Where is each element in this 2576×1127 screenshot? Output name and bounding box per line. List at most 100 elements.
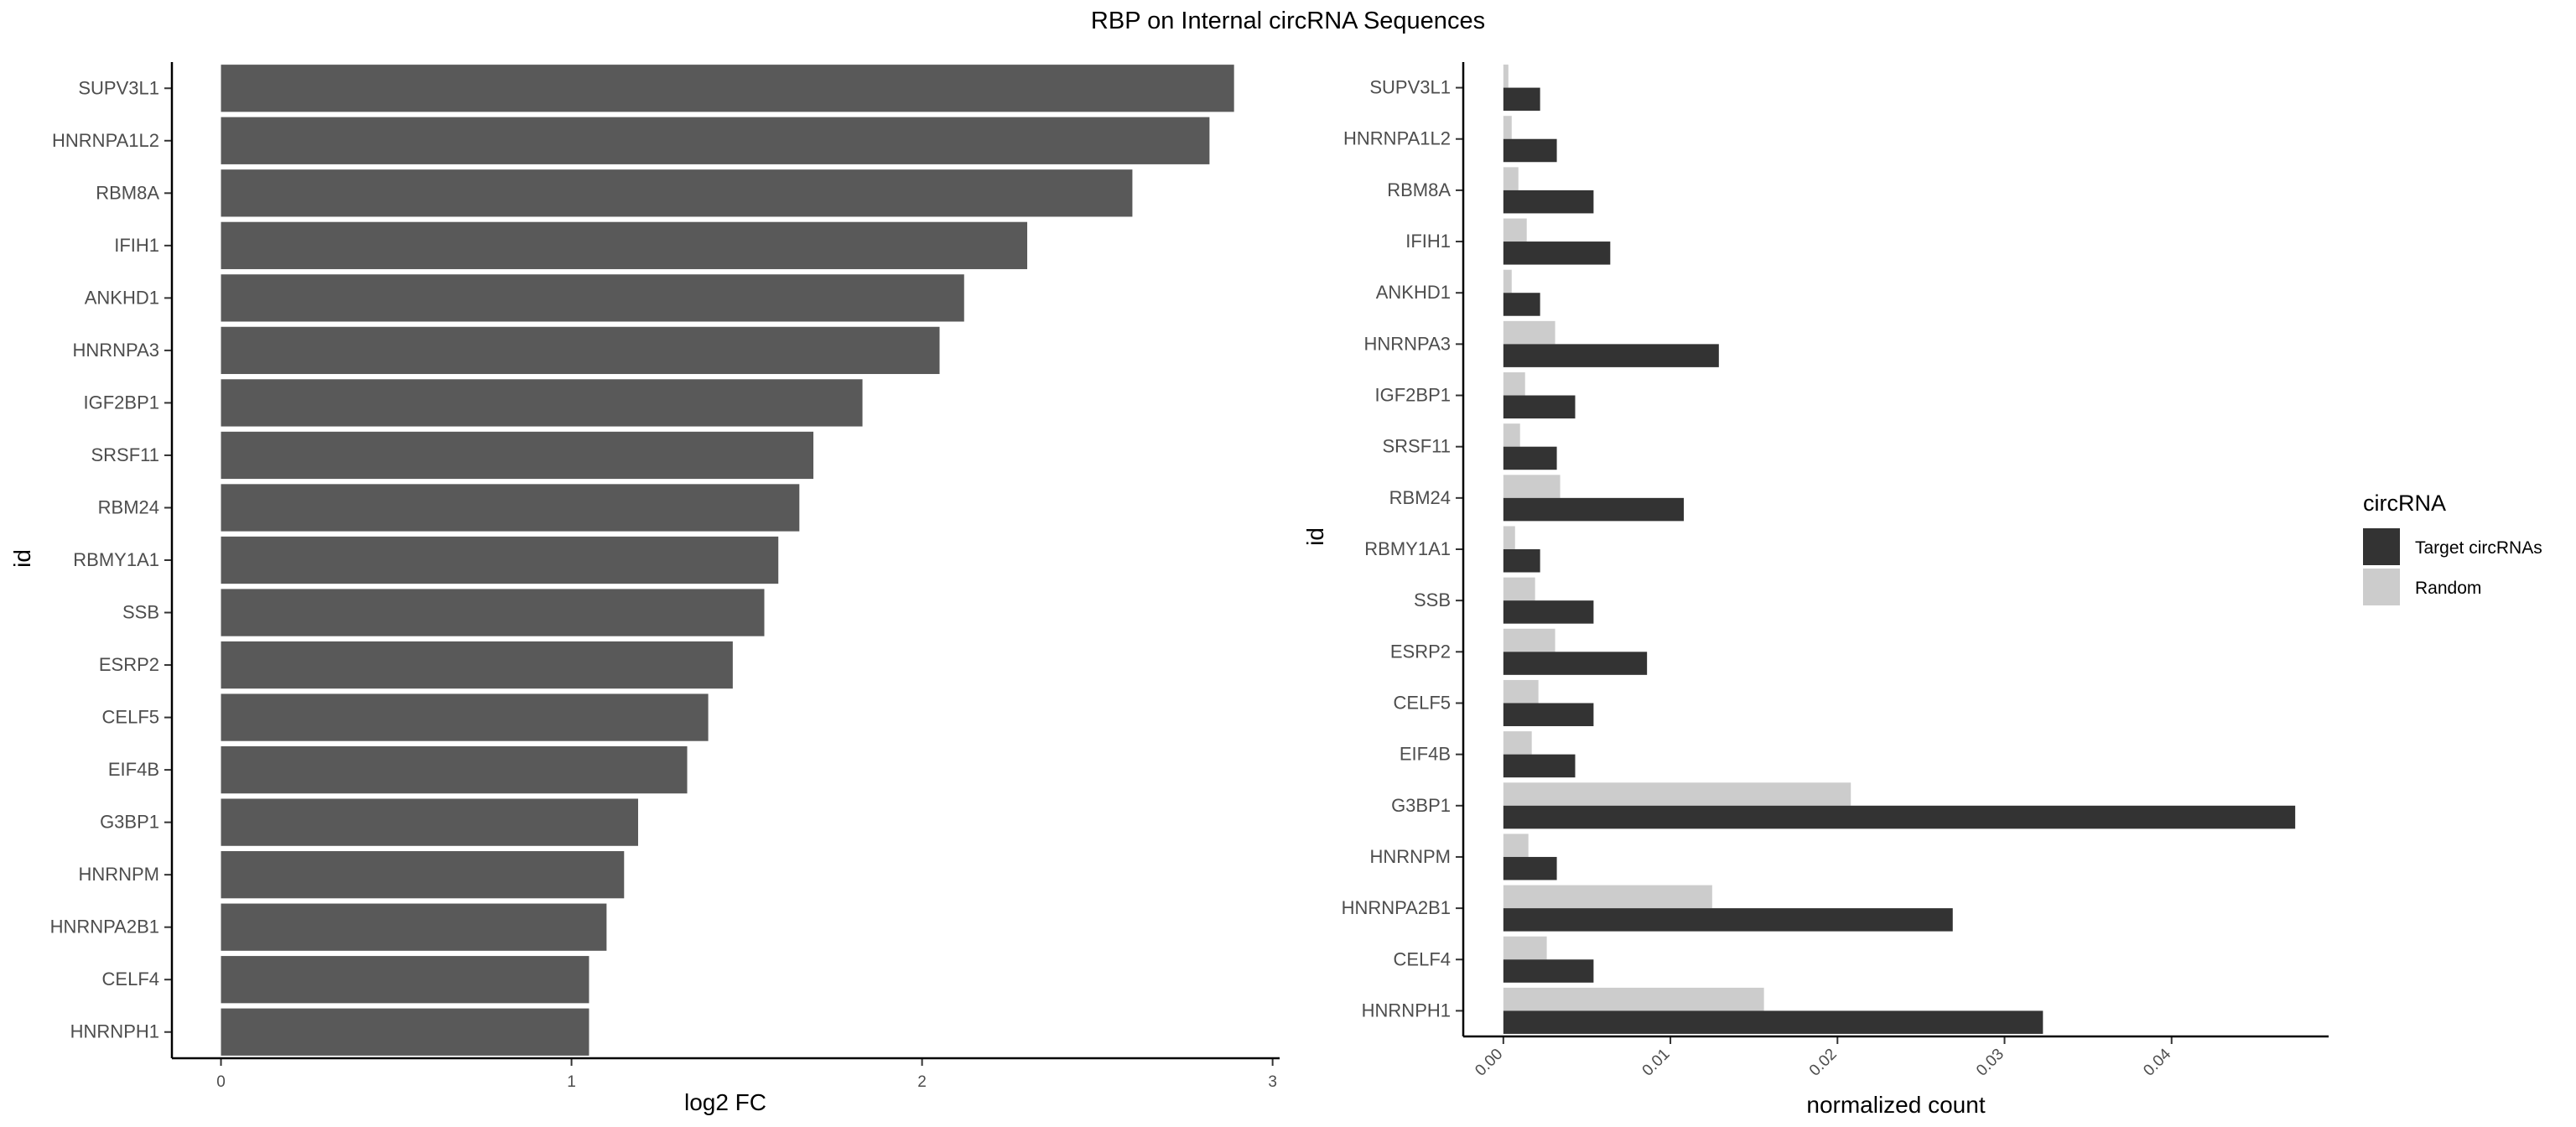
- y-tick-label-rbmy1a1: RBMY1A1: [1364, 538, 1451, 559]
- y-tick-label-hnrnpa1l2: HNRNPA1L2: [1343, 128, 1451, 149]
- bar-random-eif4b: [1503, 731, 1532, 755]
- bar-target-igf2bp1: [1503, 395, 1576, 419]
- y-tick-label-ankhd1: ANKHD1: [85, 287, 159, 308]
- bar-random-hnrnpa2b1: [1503, 885, 1712, 909]
- right-x-tick-labels: 0.00 0.01 0.02 0.03 0.04: [1472, 1036, 2175, 1080]
- bar-target-supv3l1: [1503, 87, 1540, 112]
- bar-random-igf2bp1: [1503, 372, 1525, 396]
- x-tick-label-0-00: 0.00: [1472, 1046, 1506, 1080]
- bar-random-g3bp1: [1503, 782, 1852, 806]
- bar-log2fc-hnrnpa2b1: [221, 903, 607, 951]
- y-tick-label-g3bp1: G3BP1: [1391, 795, 1451, 816]
- y-tick-label-srsf11: SRSF11: [1382, 436, 1451, 457]
- y-tick-label-eif4b: EIF4B: [1400, 744, 1451, 765]
- y-tick-label-ifih1: IFIH1: [114, 235, 159, 256]
- y-tick-label-ssb: SSB: [1414, 589, 1451, 610]
- bar-target-g3bp1: [1503, 805, 2296, 829]
- bar-target-hnrnpa1l2: [1503, 138, 1557, 163]
- legend-swatch-random: [2363, 569, 2400, 605]
- bar-log2fc-ankhd1: [221, 274, 964, 322]
- bar-log2fc-rbm24: [221, 484, 800, 532]
- bar-log2fc-hnrnph1: [221, 1008, 589, 1056]
- bar-random-ifih1: [1503, 218, 1527, 242]
- x-tick-label-1: 1: [567, 1073, 576, 1091]
- bar-log2fc-hnrnpa3: [221, 326, 940, 375]
- y-tick-label-igf2bp1: IGF2BP1: [84, 392, 159, 413]
- right-panel-normalized-count: SUPV3L1 HNRNPA1L2 RBM8A IFIH1 ANKHD1 HNRNPA3 I…: [1302, 62, 2329, 1118]
- bar-log2fc-esrp2: [221, 641, 733, 689]
- bar-log2fc-hnrnpa1l2: [221, 117, 1210, 164]
- bar-log2fc-eif4b: [221, 745, 688, 794]
- bar-target-hnrnpa3: [1503, 344, 1719, 367]
- bar-log2fc-igf2bp1: [221, 379, 863, 427]
- y-tick-label-supv3l1: SUPV3L1: [1369, 77, 1451, 98]
- bar-target-rbm24: [1503, 497, 1684, 522]
- bar-target-ankhd1: [1503, 293, 1540, 316]
- y-tick-label-esrp2: ESRP2: [1390, 641, 1451, 662]
- y-tick-label-hnrnph1: HNRNPH1: [70, 1021, 159, 1042]
- legend-label-random: Random: [2415, 579, 2481, 598]
- bar-log2fc-hnrnpm: [221, 851, 625, 899]
- right-y-axis-label: id: [1302, 527, 1328, 546]
- legend: circRNA Target circRNAs Random: [2363, 491, 2542, 605]
- x-tick-label-0-03: 0.03: [1973, 1046, 2007, 1080]
- x-tick-label-3: 3: [1268, 1073, 1277, 1091]
- left-y-axis-label: id: [9, 549, 35, 568]
- x-tick-label-0-04: 0.04: [2140, 1045, 2174, 1079]
- y-tick-label-g3bp1: G3BP1: [100, 812, 159, 833]
- y-tick-label-ifih1: IFIH1: [1405, 231, 1451, 252]
- bar-random-rbm24: [1503, 475, 1561, 498]
- bar-target-celf4: [1503, 959, 1594, 983]
- bar-random-rbm8a: [1503, 167, 1519, 190]
- y-tick-label-celf5: CELF5: [1394, 692, 1451, 713]
- bar-log2fc-g3bp1: [221, 798, 638, 846]
- y-tick-label-hnrnpm: HNRNPM: [1369, 846, 1451, 867]
- y-tick-label-hnrnph1: HNRNPH1: [1362, 1000, 1451, 1021]
- y-tick-label-igf2bp1: IGF2BP1: [1375, 385, 1451, 406]
- bar-random-srsf11: [1503, 423, 1520, 447]
- bar-log2fc-supv3l1: [221, 65, 1234, 112]
- bar-random-celf5: [1503, 679, 1539, 704]
- y-tick-label-hnrnpa3: HNRNPA3: [1363, 333, 1451, 354]
- bar-random-supv3l1: [1503, 65, 1509, 88]
- legend-title: circRNA: [2363, 491, 2446, 516]
- bar-random-hnrnpa1l2: [1503, 116, 1512, 139]
- y-tick-label-rbm8a: RBM8A: [96, 182, 159, 203]
- bar-random-hnrnpa3: [1503, 320, 1555, 345]
- y-tick-label-rbm8a: RBM8A: [1387, 179, 1451, 200]
- y-tick-label-rbm24: RBM24: [98, 496, 159, 517]
- bar-random-celf4: [1503, 936, 1547, 960]
- bar-log2fc-celf4: [221, 956, 589, 1004]
- y-tick-label-ssb: SSB: [122, 602, 159, 623]
- bar-log2fc-srsf11: [221, 431, 814, 480]
- bar-random-ssb: [1503, 577, 1535, 601]
- bar-log2fc-rbmy1a1: [221, 536, 779, 584]
- bar-target-esrp2: [1503, 652, 1648, 675]
- y-tick-label-hnrnpa1l2: HNRNPA1L2: [52, 130, 159, 151]
- bar-random-rbmy1a1: [1503, 526, 1515, 549]
- left-panel-log2fc: SUPV3L1 HNRNPA1L2 RBM8A IFIH1 ANKHD1 HNRNPA3 I…: [9, 62, 1280, 1115]
- y-tick-label-celf4: CELF4: [1394, 948, 1451, 969]
- right-bars: [1503, 65, 2296, 1034]
- bar-target-srsf11: [1503, 446, 1557, 470]
- y-tick-label-celf4: CELF4: [102, 969, 159, 989]
- bar-log2fc-ifih1: [221, 221, 1028, 269]
- bar-target-eif4b: [1503, 754, 1576, 778]
- y-tick-label-srsf11: SRSF11: [91, 444, 159, 465]
- bar-target-rbmy1a1: [1503, 549, 1540, 573]
- bar-target-hnrnph1: [1503, 1010, 2044, 1034]
- right-x-axis-label: normalized count: [1806, 1092, 1985, 1118]
- y-tick-label-hnrnpm: HNRNPM: [78, 864, 159, 885]
- left-y-tick-labels: SUPV3L1 HNRNPA1L2 RBM8A IFIH1 ANKHD1 HNRNPA3 I…: [50, 77, 172, 1042]
- y-tick-label-celf5: CELF5: [102, 707, 159, 728]
- bar-log2fc-rbm8a: [221, 169, 1133, 217]
- y-tick-label-hnrnpa2b1: HNRNPA2B1: [50, 917, 159, 937]
- y-tick-label-hnrnpa2b1: HNRNPA2B1: [1342, 897, 1451, 918]
- x-tick-label-0-01: 0.01: [1639, 1046, 1674, 1080]
- bar-random-ankhd1: [1503, 269, 1512, 293]
- y-tick-label-rbmy1a1: RBMY1A1: [73, 549, 159, 570]
- bar-log2fc-celf5: [221, 693, 709, 741]
- x-tick-label-2: 2: [917, 1073, 927, 1091]
- bar-target-hnrnpa2b1: [1503, 908, 1953, 932]
